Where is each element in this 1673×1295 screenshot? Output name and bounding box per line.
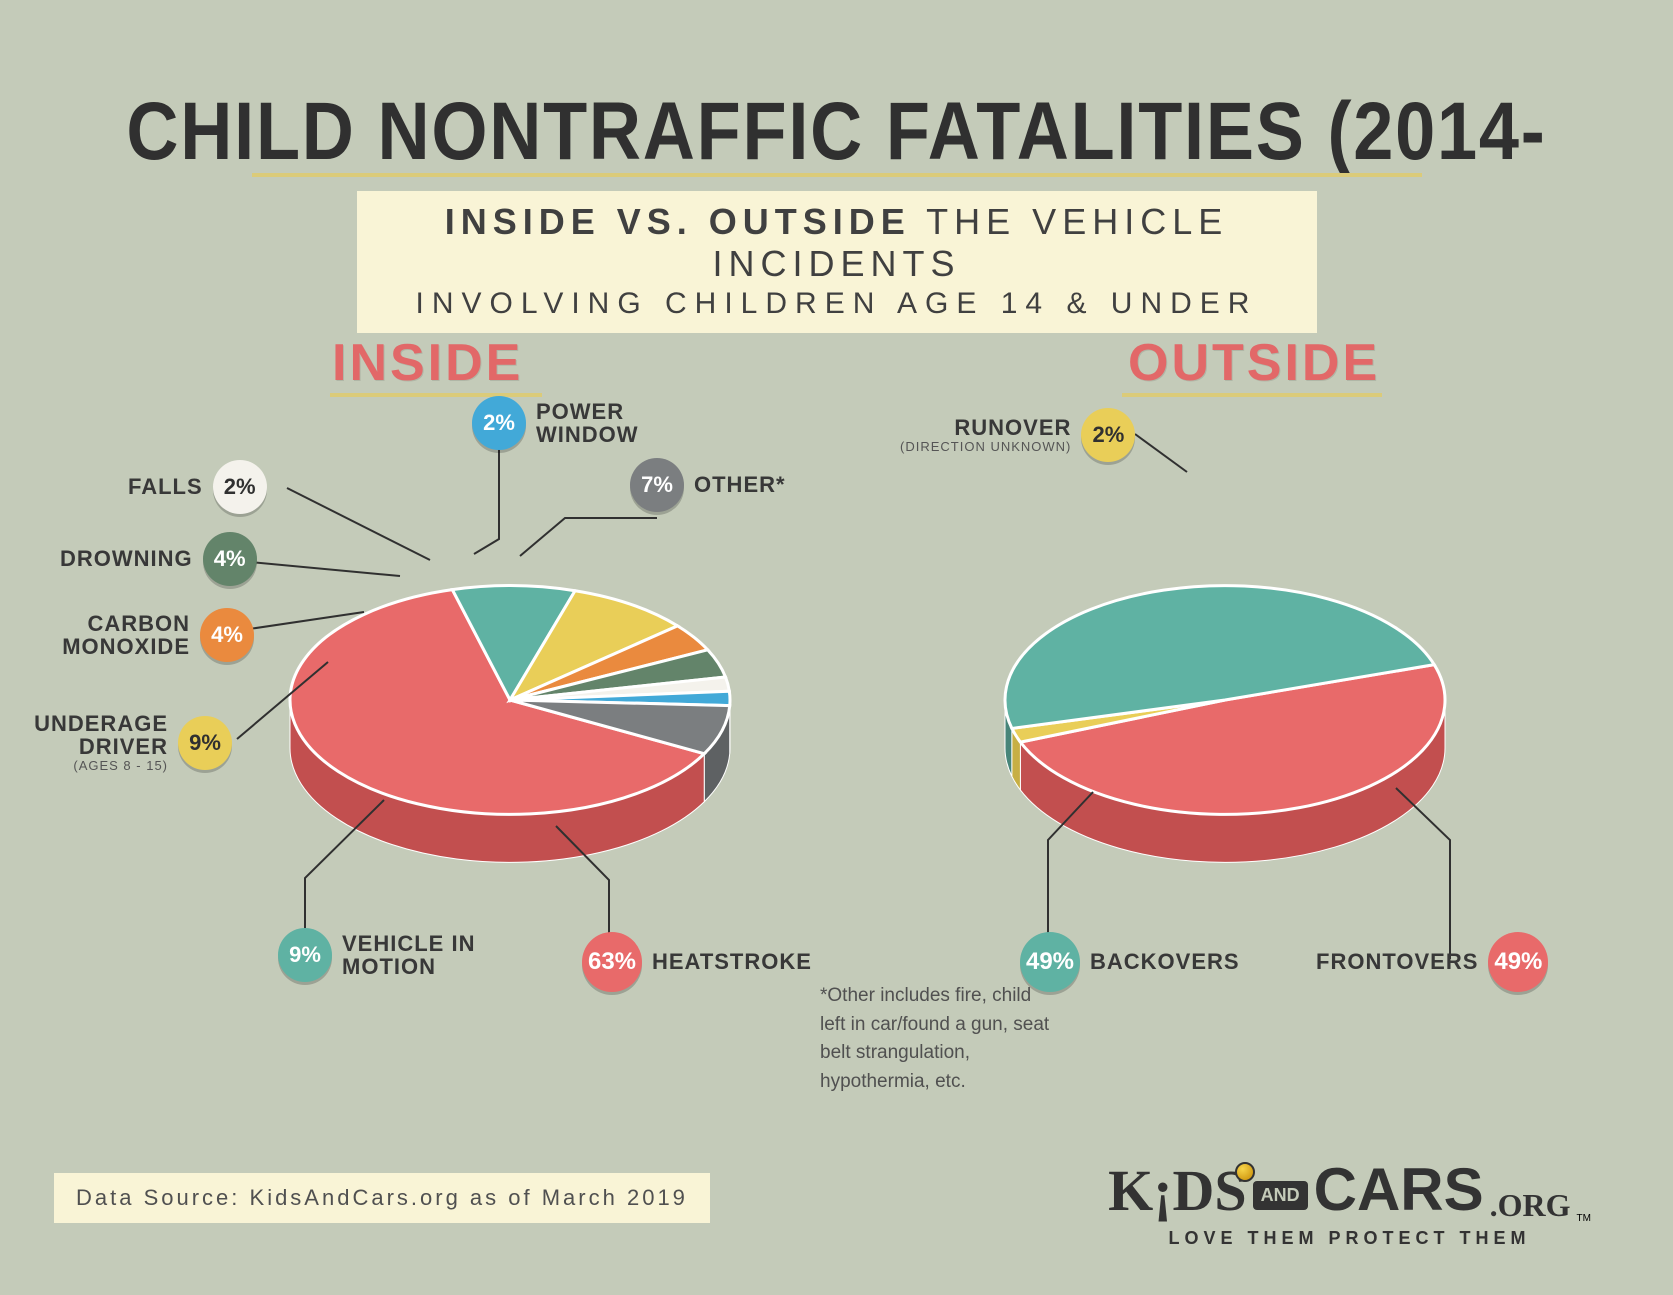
callout-label: OTHER* [694,473,786,496]
callout-label: VEHICLE IN MOTION [342,932,482,978]
callout-label: FALLS [128,475,203,498]
percent-bubble: 2% [472,396,526,450]
logo-top: K¡DS AND CARS .ORG TM [1108,1155,1591,1224]
callout-label: DROWNING [60,547,193,570]
callout-label: FRONTOVERS [1316,950,1478,973]
pie-chart-outside [945,440,1505,965]
percent-bubble: 9% [178,716,232,770]
callout-label: UNDERAGE DRIVER(AGES 8 - 15) [28,712,168,773]
callout: 2% FALLS [128,460,267,514]
callout-label: HEATSTROKE [652,950,812,973]
callout-label: BACKOVERS [1090,950,1240,973]
percent-bubble: 7% [630,458,684,512]
callout: 49%BACKOVERS [1020,932,1240,992]
logo-org: .ORG [1490,1187,1571,1224]
callout: 49% FRONTOVERS [1316,932,1548,992]
callout: 9%UNDERAGE DRIVER(AGES 8 - 15) [28,712,232,773]
subtitle-bold: INSIDE VS. OUTSIDE [445,201,911,242]
subtitle-line-2: INVOLVING CHILDREN AGE 14 & UNDER [377,287,1297,321]
callout: 63% HEATSTROKE [582,932,812,992]
pie-chart-inside [230,440,790,965]
callout: 2%POWER WINDOW [472,396,676,450]
callout-label: POWER WINDOW [536,400,676,446]
subtitle-line-1: INSIDE VS. OUTSIDE THE VEHICLE INCIDENTS [377,201,1297,285]
percent-bubble: 4% [200,608,254,662]
percent-bubble: 9% [278,928,332,982]
subtitle-box: INSIDE VS. OUTSIDE THE VEHICLE INCIDENTS… [357,191,1317,333]
logo-emblem-icon [1235,1162,1255,1182]
footnote: *Other includes fire, child left in car/… [820,982,1050,1096]
logo-cars: CARS [1314,1155,1484,1224]
title-underline [252,173,1422,177]
callout: 2% RUNOVER(DIRECTION UNKNOWN) [900,408,1135,462]
logo-and: AND [1253,1181,1308,1210]
logo-tagline: LOVE THEM PROTECT THEM [1108,1228,1591,1249]
callout: 9%VEHICLE IN MOTION [278,928,482,982]
callout-label: CARBON MONOXIDE [50,612,190,658]
callout: 7% OTHER* [630,458,786,512]
percent-bubble: 2% [1081,408,1135,462]
section-label-outside: OUTSIDE [1128,333,1380,393]
percent-bubble: 4% [203,532,257,586]
kidsandcars-logo: K¡DS AND CARS .ORG TM LOVE THEM PROTECT … [1108,1155,1591,1249]
callout: 4% DROWNING [60,532,257,586]
trademark-icon: TM [1577,1213,1591,1224]
data-source: Data Source: KidsAndCars.org as of March… [54,1173,710,1223]
callout-label: RUNOVER(DIRECTION UNKNOWN) [900,416,1071,454]
section-underline-outside [1122,393,1382,397]
callout: 4%CARBON MONOXIDE [50,608,254,662]
percent-bubble: 63% [582,932,642,992]
percent-bubble: 49% [1488,932,1548,992]
logo-kids: K¡DS [1108,1158,1247,1223]
percent-bubble: 2% [213,460,267,514]
section-label-inside: INSIDE [332,333,523,393]
